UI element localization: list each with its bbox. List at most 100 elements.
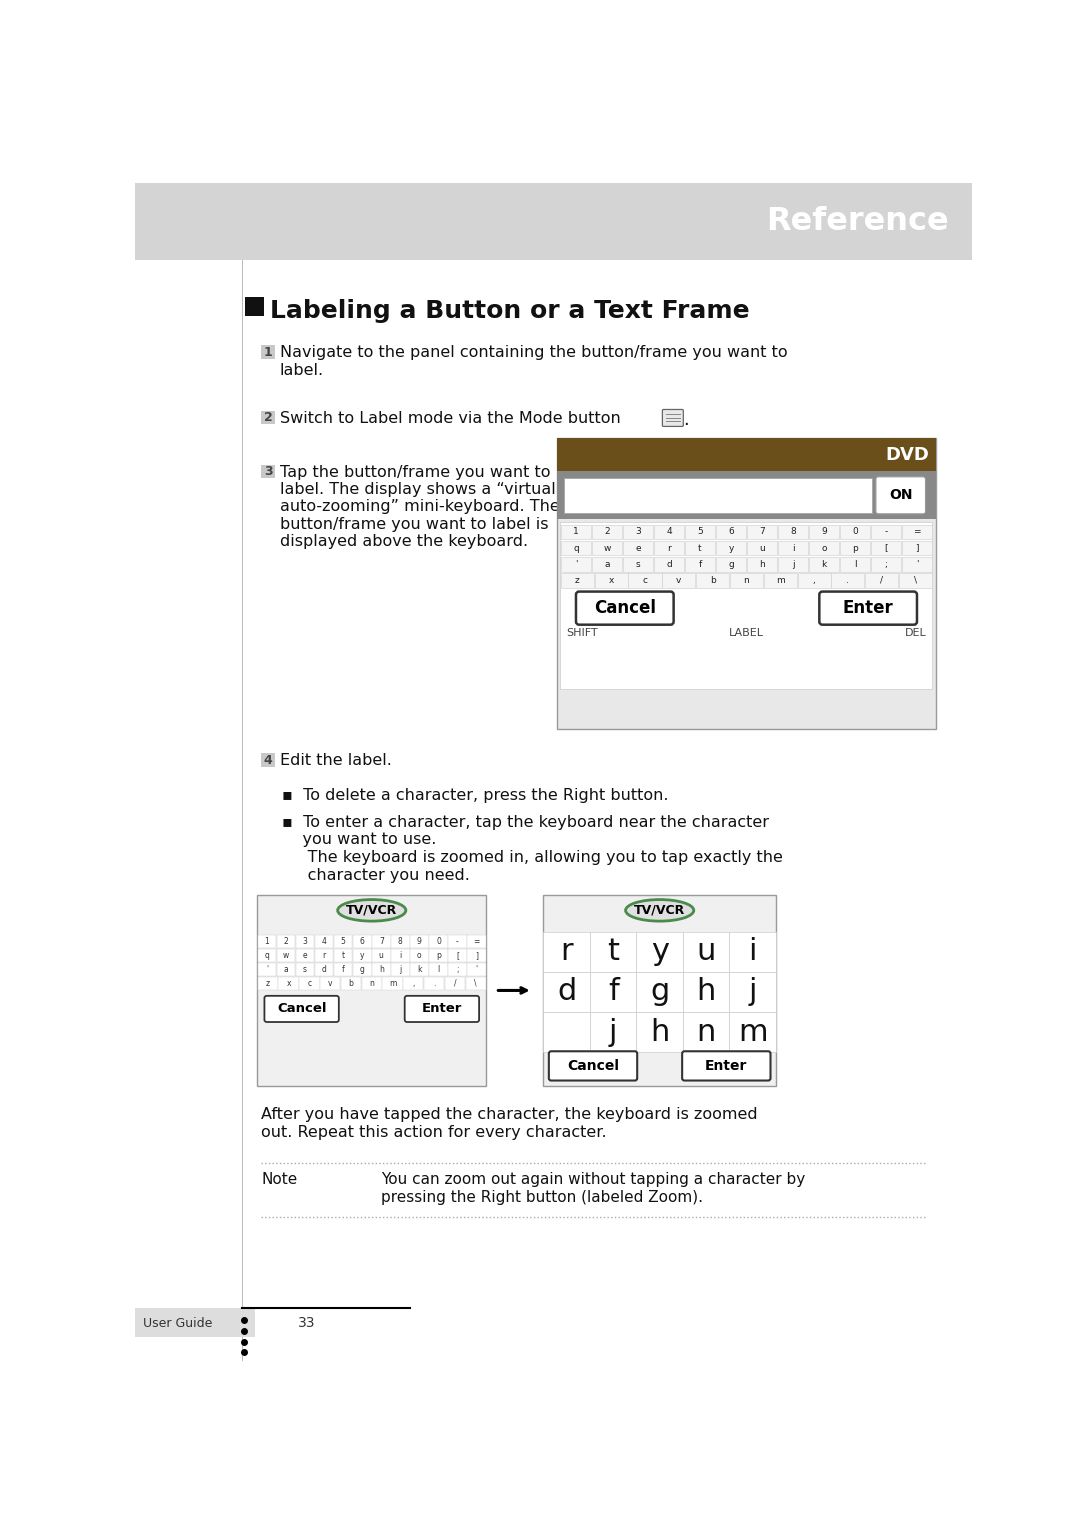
Text: =: = [914,528,921,537]
Bar [261,754,275,768]
Bar [299,977,320,989]
Text: ]: ] [475,951,478,960]
Text: ': ' [266,965,268,974]
Text: a: a [284,965,288,974]
Text: b: b [349,979,353,988]
Text: g: g [360,965,365,974]
FancyBboxPatch shape [662,410,684,427]
Bar [902,541,932,555]
Text: a: a [604,560,610,569]
Bar [729,972,775,1012]
Text: z: z [575,576,580,586]
Text: =: = [473,937,480,946]
Bar [424,977,444,989]
Bar [258,977,278,989]
Bar [362,977,382,989]
Text: .: . [433,979,435,988]
Bar [557,437,935,471]
Text: q: q [573,544,579,552]
Text: u: u [697,937,716,966]
Bar [276,950,295,962]
Bar [809,541,839,555]
Text: Switch to Label mode via the Mode button: Switch to Label mode via the Mode button [280,411,621,425]
Bar [764,573,797,587]
Text: u: u [379,951,383,960]
Bar [276,963,295,976]
Text: h: h [379,965,383,974]
Bar [592,541,622,555]
Bar [315,936,334,948]
Text: [: [ [885,544,888,552]
Bar [840,557,870,572]
Text: 3: 3 [302,937,308,946]
Bar [683,972,729,1012]
Bar [296,950,314,962]
Bar [653,557,684,572]
Text: 2: 2 [284,937,288,946]
Text: 2: 2 [264,411,272,424]
Text: ': ' [575,560,577,569]
Bar [296,936,314,948]
Bar [778,541,808,555]
Bar [590,931,636,972]
Bar [730,573,762,587]
Bar [798,573,831,587]
Bar [778,524,808,540]
Text: r: r [561,937,573,966]
Bar [870,557,901,572]
Text: ]: ] [915,544,919,552]
Bar [716,524,746,540]
Bar [296,963,314,976]
Bar [636,1012,683,1052]
Text: Edit the label.: Edit the label. [280,754,392,768]
Bar [391,950,409,962]
Text: i: i [792,544,794,552]
Bar [468,936,486,948]
Text: y: y [650,937,669,966]
Text: r: r [323,951,326,960]
Text: t: t [607,937,619,966]
Text: x: x [608,576,613,586]
Bar [135,183,972,260]
Text: d: d [557,977,577,1006]
Text: w: w [283,951,289,960]
Text: /: / [880,576,883,586]
Bar [899,573,932,587]
Bar [623,541,653,555]
Bar [561,523,932,690]
Text: b: b [710,576,716,586]
Bar [257,894,486,1086]
Bar [590,972,636,1012]
Text: ,: , [813,576,815,586]
Text: m: m [738,1017,768,1046]
Text: q: q [265,951,269,960]
Bar [353,963,372,976]
Text: Reference: Reference [766,206,948,237]
Text: f: f [608,977,619,1006]
Bar [747,541,778,555]
Bar [636,972,683,1012]
Bar [391,936,409,948]
Text: 3: 3 [264,465,272,479]
Bar [729,1012,775,1052]
Text: m: m [775,576,785,586]
Bar [902,557,932,572]
Bar [448,936,467,948]
Bar [353,950,372,962]
Bar [468,950,486,962]
Bar [747,524,778,540]
Text: Cancel: Cancel [567,1060,619,1073]
Bar [685,541,715,555]
Text: Tap the button/frame you want to
label. The display shows a “virtual
auto-zoomin: Tap the button/frame you want to label. … [280,465,559,549]
Text: 1: 1 [265,937,269,946]
Text: ': ' [916,560,918,569]
Bar [276,936,295,948]
Bar [662,573,696,587]
Text: l: l [437,965,440,974]
Bar [865,573,899,587]
Bar [353,936,372,948]
Bar [592,557,622,572]
Bar [372,950,391,962]
Text: You can zoom out again without tapping a character by
pressing the Right button : You can zoom out again without tapping a… [381,1173,806,1205]
Bar [809,557,839,572]
